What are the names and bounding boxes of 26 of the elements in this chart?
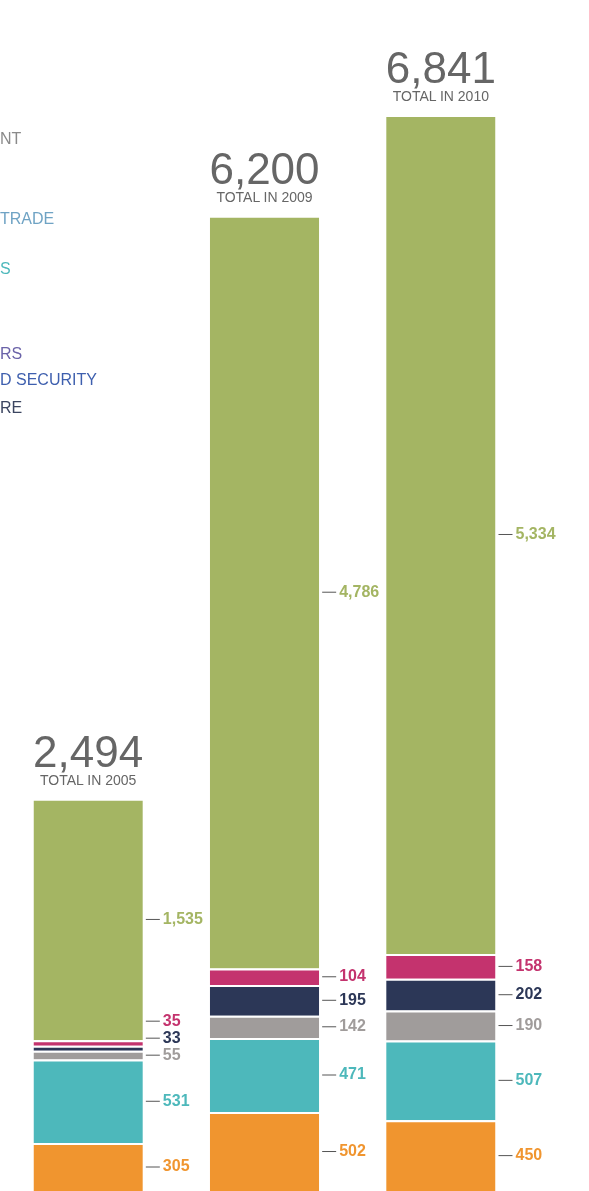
data-label: 507 bbox=[515, 1070, 543, 1088]
data-label: 502 bbox=[339, 1141, 366, 1159]
data-label: 158 bbox=[515, 956, 543, 974]
data-label: 5,334 bbox=[515, 524, 556, 542]
data-label: 33 bbox=[162, 1028, 181, 1046]
data-label: 305 bbox=[162, 1157, 190, 1175]
data-label: 195 bbox=[339, 990, 366, 1008]
annotation: NT bbox=[0, 130, 22, 148]
data-label: 55 bbox=[162, 1045, 181, 1063]
annotation: RE bbox=[0, 399, 23, 417]
total-label: 2,494 bbox=[33, 726, 144, 776]
annotation: S bbox=[0, 260, 11, 278]
data-label: 142 bbox=[339, 1017, 366, 1035]
annotation: TRADE bbox=[0, 210, 55, 228]
data-label: 450 bbox=[515, 1146, 543, 1164]
annotation: D SECURITY bbox=[0, 371, 97, 389]
data-label: 531 bbox=[162, 1091, 190, 1109]
annotation: RS bbox=[0, 345, 23, 363]
data-label: 202 bbox=[515, 985, 543, 1003]
data-label: 35 bbox=[162, 1011, 181, 1029]
data-label: 104 bbox=[339, 967, 366, 985]
data-label: 190 bbox=[515, 1015, 543, 1033]
data-label: 471 bbox=[339, 1065, 366, 1083]
total-label: 6,200 bbox=[209, 143, 320, 193]
data-label: 4,786 bbox=[339, 582, 380, 600]
data-label: 1,535 bbox=[162, 909, 203, 927]
